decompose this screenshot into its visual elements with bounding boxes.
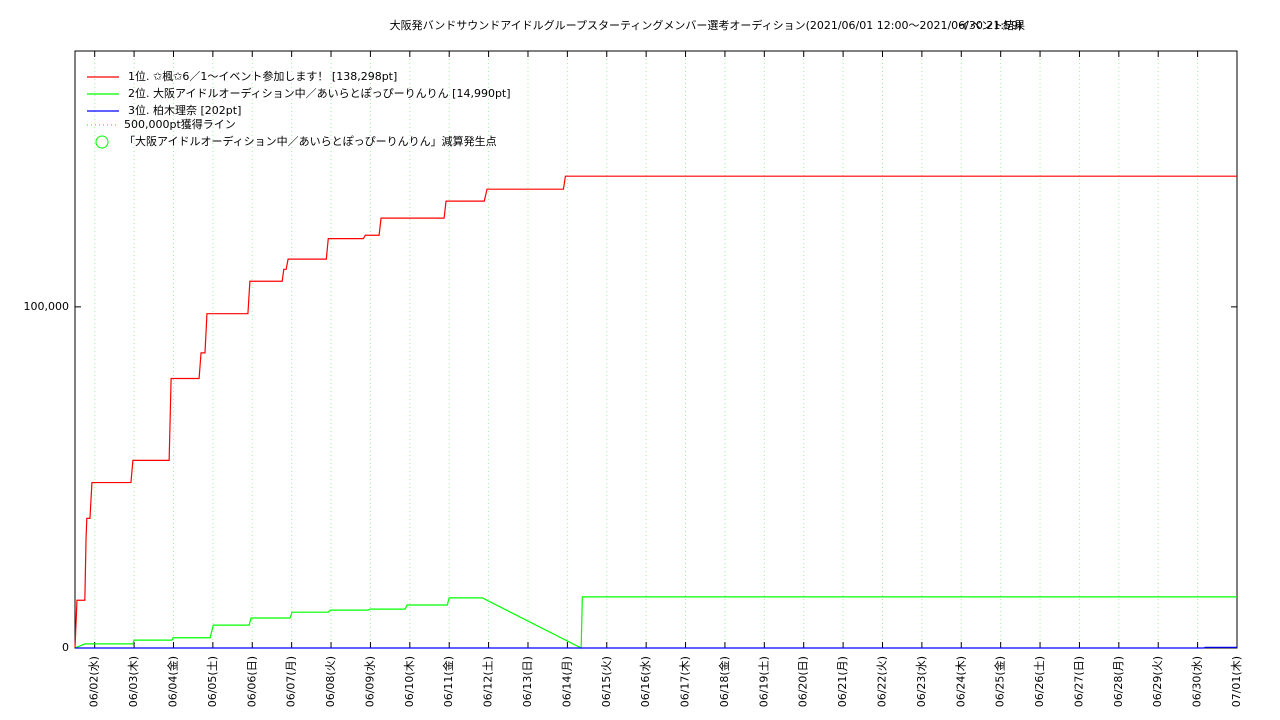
chart-title: 大阪発バンドサウンドアイドルグループスターティングメンバー選考オーディション(2…	[390, 18, 1023, 32]
x-tick-label: 06/16(水)	[639, 656, 652, 707]
x-tick-label: 06/17(木)	[679, 656, 692, 707]
x-tick-label: 06/23(水)	[915, 656, 928, 707]
x-tick-label: 06/14(月)	[560, 656, 573, 707]
x-tick-label: 06/13(日)	[521, 656, 534, 707]
legend-label: 2位. 大阪アイドルオーディション中／あいらとぽっぴーりんりん [14,990p…	[128, 86, 511, 100]
legend-label: 500,000pt獲得ライン	[124, 118, 236, 131]
x-tick-label: 06/18(金)	[717, 656, 731, 707]
x-tick-label: 06/27(日)	[1072, 656, 1085, 707]
x-tick-label: 06/19(土)	[757, 656, 770, 707]
x-tick-label: 06/20(日)	[797, 656, 810, 707]
x-tick-label: 06/03(木)	[127, 656, 140, 707]
legend-marker	[95, 135, 109, 149]
legend-label: 3位. 柏木理奈 [202pt]	[128, 103, 241, 117]
x-tick-label: 06/05(土)	[206, 656, 219, 707]
series-line	[74, 175, 1237, 649]
legend-label: 「大阪アイドルオーディション中／あいらとぽっぴーりんりん」減算発生点	[124, 134, 497, 148]
x-tick-label: 06/08(火)	[324, 656, 337, 707]
x-tick-label: 06/25(金)	[993, 656, 1007, 707]
x-tick-label: 06/12(土)	[482, 656, 495, 707]
x-tick-label: 06/24(木)	[954, 656, 967, 707]
y-tick-label: 100,000	[24, 300, 70, 313]
x-tick-label: 06/02(水)	[88, 656, 101, 707]
legend-label: 1位. ✩楓✩6／1〜イベント参加します！ [138,298pt]	[128, 69, 397, 83]
x-tick-label: 06/29(火)	[1151, 656, 1164, 707]
x-tick-label: 06/04(金)	[165, 656, 179, 707]
x-tick-label: 06/26(土)	[1033, 656, 1046, 707]
x-tick-label: 06/15(火)	[600, 656, 613, 707]
x-tick-label: 06/07(月)	[285, 656, 298, 707]
x-tick-label: 06/21(月)	[836, 656, 849, 707]
x-tick-label: 07/01(木)	[1230, 656, 1243, 707]
chart-subtitle: イベント結果	[959, 18, 1025, 32]
y-tick-label: 0	[62, 641, 69, 654]
x-tick-label: 06/09(水)	[363, 656, 376, 707]
series-line	[75, 646, 1237, 649]
x-tick-label: 06/22(火)	[875, 656, 888, 707]
x-tick-label: 06/28(月)	[1112, 656, 1125, 707]
x-tick-label: 06/30(水)	[1191, 656, 1204, 707]
series-line	[74, 596, 1237, 649]
x-tick-label: 06/06(日)	[245, 656, 258, 707]
x-tick-label: 06/10(木)	[403, 656, 416, 707]
x-tick-label: 06/11(金)	[441, 656, 455, 707]
